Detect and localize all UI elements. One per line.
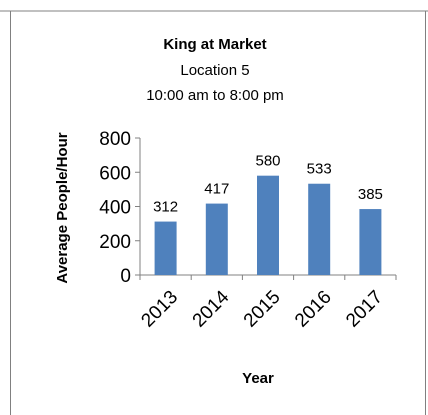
plot-area: 0 200 400 600 800 312 2013 417 2014 580 2015 533 201…	[99, 129, 397, 332]
bar	[205, 203, 228, 275]
bar	[154, 221, 177, 275]
y-tick-label: 400	[99, 198, 131, 219]
data-label: 417	[204, 181, 229, 198]
data-label: 533	[307, 161, 332, 178]
chart-subtitle-line-2: 10:00 am to 8:00 pm	[146, 87, 284, 104]
bar	[359, 209, 382, 275]
y-tick-label: 0	[120, 266, 131, 287]
x-tick-label: 2016	[291, 287, 336, 332]
chart-subtitle-line-1: Location 5	[180, 62, 249, 79]
chart-title: King at Market	[163, 36, 266, 53]
y-tick-label: 800	[99, 129, 131, 150]
bar	[308, 183, 331, 275]
y-axis-label: Average People/Hour	[54, 132, 71, 283]
data-label: 312	[153, 199, 178, 216]
bar	[257, 175, 279, 275]
x-tick-label: 2013	[137, 287, 182, 332]
data-label: 580	[255, 153, 280, 170]
y-tick-label: 200	[99, 232, 131, 253]
y-tick-label: 600	[99, 163, 131, 184]
x-axis-label: Year	[242, 370, 274, 387]
x-tick-label: 2017	[342, 287, 387, 332]
chart-frame-top	[0, 10, 428, 12]
x-tick-label: 2014	[189, 286, 234, 331]
x-tick-label: 2015	[240, 287, 285, 332]
data-label: 385	[358, 186, 383, 203]
